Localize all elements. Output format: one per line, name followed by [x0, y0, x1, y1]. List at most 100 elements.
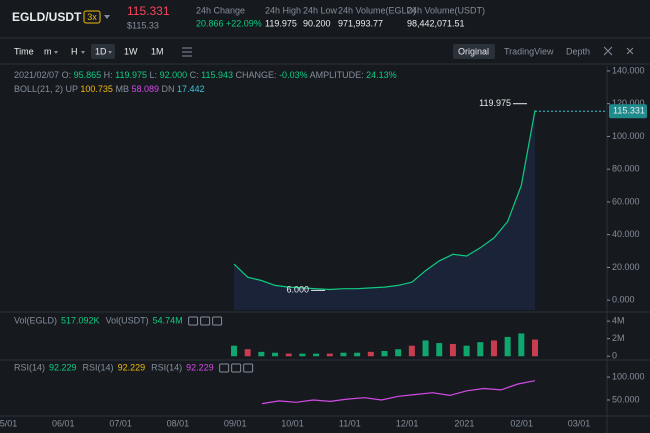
timeframe-tab[interactable]: m: [44, 46, 52, 56]
annotation: 6.000: [286, 285, 309, 295]
x-tick-label: 2021: [454, 418, 474, 428]
info-field: H:: [104, 70, 113, 80]
volume-bar: [395, 349, 402, 357]
close-icon[interactable]: [626, 47, 634, 55]
y-tick-label: 40.000: [612, 229, 640, 239]
selected-tab: [91, 44, 115, 59]
leverage-badge: [83, 10, 101, 24]
timeframe-tab[interactable]: Time: [14, 46, 34, 56]
info-field: 2021/02/07: [14, 70, 59, 80]
info-field: BOLL(21, 2): [14, 84, 63, 94]
info-field: C:: [190, 70, 199, 80]
legend-label: RSI(14): [83, 362, 114, 372]
volume-bar: [408, 345, 415, 357]
volume-bar: [381, 350, 388, 357]
y-tick-label: 80.000: [612, 164, 640, 174]
volume-bar: [258, 351, 265, 357]
info-field: O:: [62, 70, 72, 80]
dropdown[interactable]: [104, 15, 110, 19]
pane-icon[interactable]: [231, 363, 242, 373]
legend-label: Vol(USDT): [106, 315, 149, 325]
y-tick-label: 4M: [612, 316, 625, 326]
dropdown: [81, 51, 85, 54]
volume-bar: [285, 353, 292, 357]
info-field: UP: [66, 84, 78, 94]
timeframe-tab[interactable]: 1M: [151, 46, 164, 56]
settings-icon[interactable]: [182, 47, 192, 57]
view-tab[interactable]: Depth: [566, 46, 590, 56]
timeframe-tab[interactable]: 1D: [95, 46, 107, 56]
stat-value: 90.200: [303, 18, 331, 28]
y-tick-label: 60.000: [612, 196, 640, 206]
timeframe-tab[interactable]: 1W: [124, 46, 138, 56]
x-tick-label: 09/01: [224, 418, 247, 428]
last-price-box: [609, 104, 647, 119]
volume-bar: [313, 353, 320, 357]
x-tick-label: 05/01: [0, 418, 17, 428]
price-area: [234, 110, 535, 310]
legend-value: 517.092K: [61, 315, 100, 325]
y-tick-label: 100.000: [612, 371, 645, 381]
info-field: 100.735: [80, 84, 113, 94]
stat-value: 20.866 +22.09%: [196, 18, 262, 28]
x-tick-label: 07/01: [109, 418, 132, 428]
volume-bar: [340, 352, 347, 357]
annotation: 119.975: [479, 98, 511, 108]
info-row: 2021/02/07 O: 95.865 H: 119.975 L: 92.00…: [14, 70, 397, 80]
volume-bar: [504, 336, 511, 357]
price: 115.331: [127, 4, 170, 18]
volume-bar: [231, 345, 237, 357]
y-tick-label: 140.000: [612, 65, 645, 75]
x-tick-label: 10/01: [281, 418, 304, 428]
volume-bar: [272, 352, 279, 357]
view-tab[interactable]: TradingView: [504, 46, 554, 56]
price-line: [233, 110, 536, 291]
legend-value: 92.229: [186, 362, 214, 372]
x-tick-label: 06/01: [52, 418, 75, 428]
x-tick-label: 11/01: [339, 418, 361, 428]
y-tick-label: 2M: [612, 333, 625, 343]
y-tick-label: 20.000: [612, 262, 640, 272]
volume-bar: [463, 345, 470, 357]
fullscreen-icon[interactable]: [603, 46, 613, 56]
volume-bar: [477, 342, 484, 357]
legend-value: 92.229: [118, 362, 146, 372]
leverage: 3x: [87, 12, 97, 22]
stat-label: 24h Volume(EGLD): [338, 5, 416, 15]
info-field: 58.089: [131, 84, 159, 94]
volume-bar: [422, 340, 429, 357]
info-field: 119.975: [115, 70, 147, 80]
pair[interactable]: EGLD/USDT: [12, 10, 82, 24]
legend-label: RSI(14): [14, 362, 45, 372]
y-tick-label: 0.000: [612, 295, 635, 305]
boll-row: BOLL(21, 2) UP 100.735 MB 58.089 DN 17.4…: [14, 84, 205, 94]
y-tick-label: 120.000: [612, 98, 645, 108]
view-tab[interactable]: Original: [458, 46, 489, 56]
info-field: 24.13%: [366, 70, 397, 80]
dropdown: [54, 51, 58, 54]
pane-icon[interactable]: [212, 316, 223, 326]
stat-value: 98,442,071.51: [407, 18, 465, 28]
x-tick-label: 12/01: [396, 418, 419, 428]
y-tick-label: 0: [612, 351, 617, 361]
legend-label: RSI(14): [151, 362, 182, 372]
y-tick-label: 100.000: [612, 131, 645, 141]
pane-icon[interactable]: [243, 363, 254, 373]
y-tick-label: 50.000: [612, 394, 640, 404]
legend-label: Vol(EGLD): [14, 315, 57, 325]
pane-icon[interactable]: [200, 316, 211, 326]
stat-label: 24h Volume(USDT): [407, 5, 485, 15]
info-field: 95.865: [74, 70, 102, 80]
price-usd: $115.33: [127, 20, 159, 30]
x-tick-label: 08/01: [167, 418, 190, 428]
info-field: L:: [150, 70, 158, 80]
volume-bar: [532, 339, 538, 357]
pane-icon[interactable]: [188, 316, 199, 326]
timeframe-tab[interactable]: H: [71, 46, 78, 56]
stat-value: 971,993.77: [338, 18, 383, 28]
pane-icon[interactable]: [219, 363, 230, 373]
volume-bar: [326, 353, 333, 357]
legend-value: 92.229: [49, 362, 77, 372]
info-field: AMPLITUDE:: [310, 70, 364, 80]
